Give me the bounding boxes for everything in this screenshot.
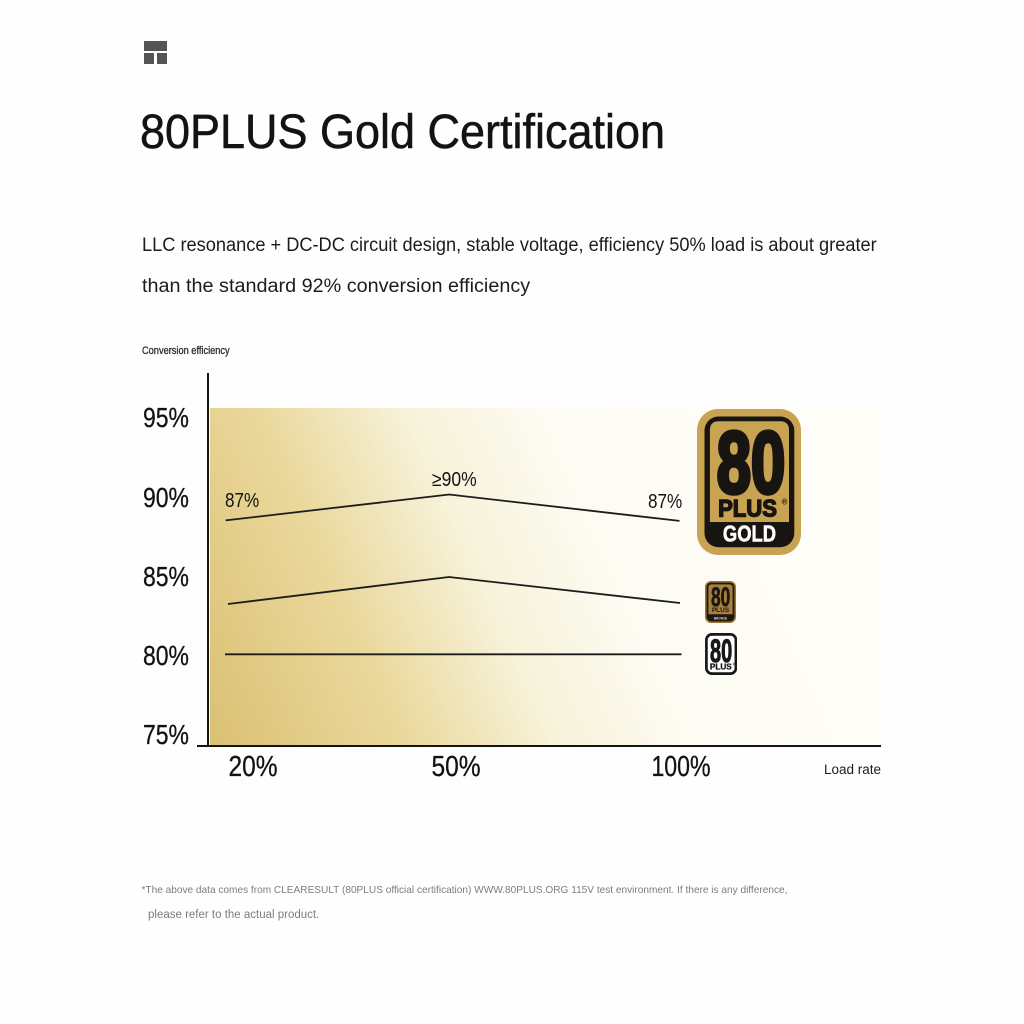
svg-text:80: 80 <box>717 414 786 511</box>
svg-text:®: ® <box>732 663 735 667</box>
svg-text:80: 80 <box>710 582 729 612</box>
svg-text:®: ® <box>782 497 788 506</box>
svg-text:PLUS: PLUS <box>718 494 777 521</box>
svg-text:BRONZE: BRONZE <box>713 616 727 620</box>
svg-text:80: 80 <box>710 633 732 669</box>
svg-text:GOLD: GOLD <box>723 521 776 546</box>
svg-text:PLUS: PLUS <box>711 607 729 614</box>
svg-text:PLUS: PLUS <box>709 663 731 672</box>
